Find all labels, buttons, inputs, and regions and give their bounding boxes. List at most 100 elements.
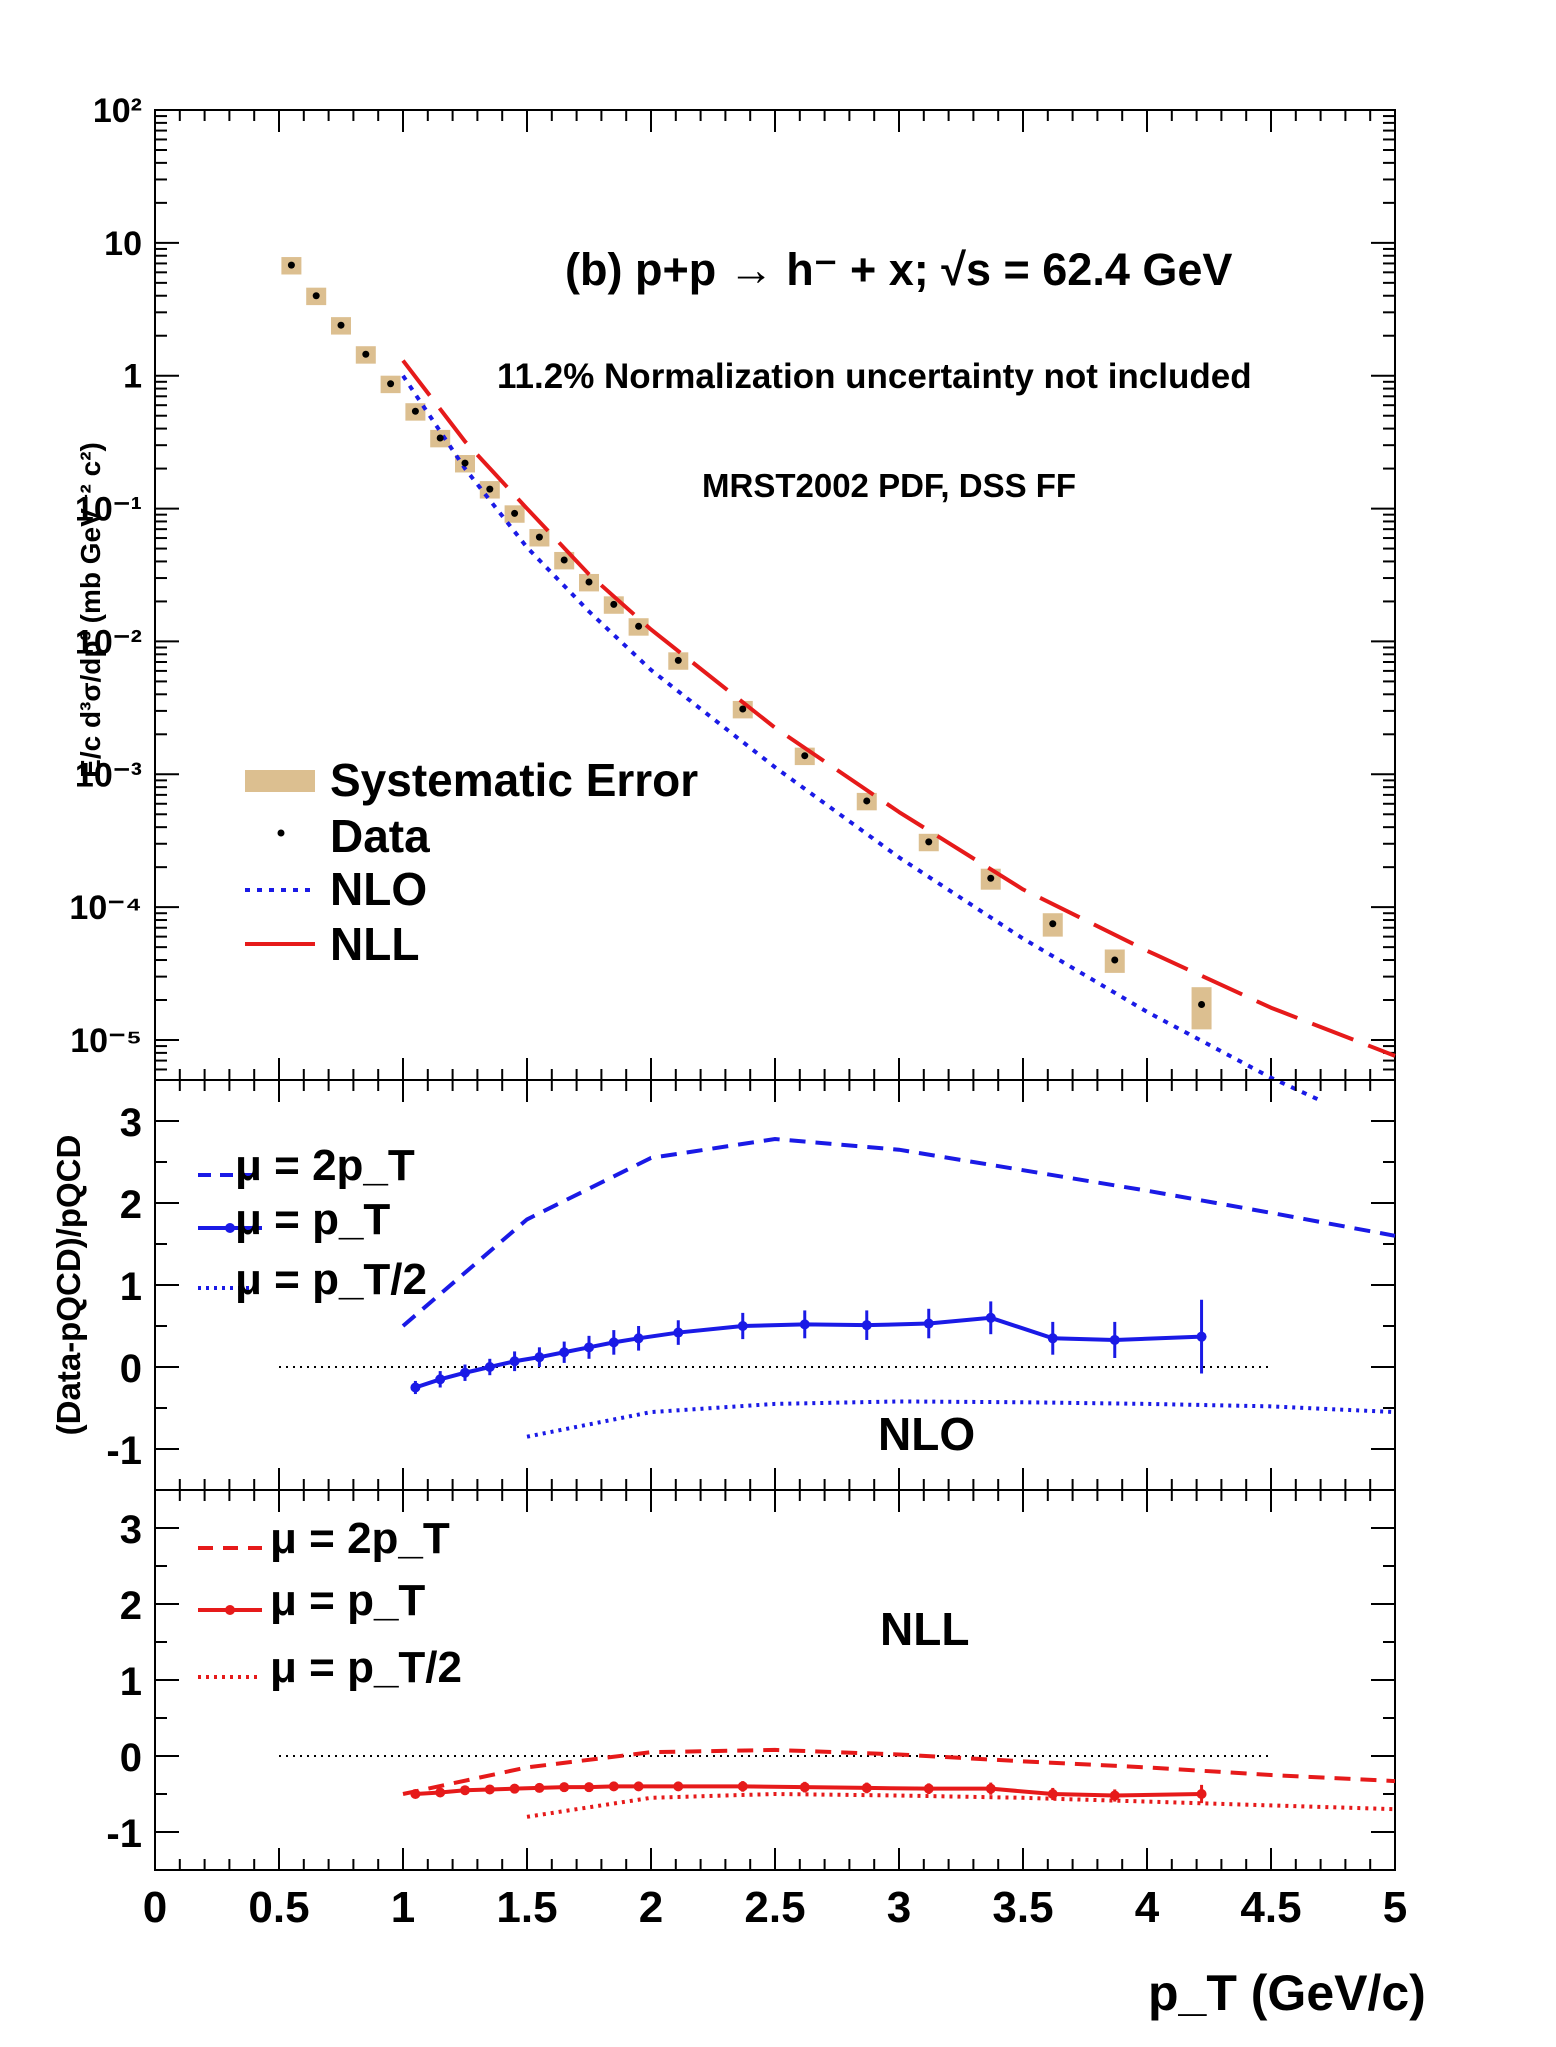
y-tick-label: 10⁻⁵ [70, 1022, 142, 1060]
annotation-pdf: MRST2002 PDF, DSS FF [702, 467, 1076, 504]
ratio-point [509, 1783, 520, 1794]
ratio-point [673, 1327, 684, 1338]
x-tick-label: 2.5 [744, 1883, 805, 1932]
annotation-normalization: 11.2% Normalization uncertainty not incl… [497, 357, 1252, 396]
data-point [411, 407, 419, 415]
top-axis-ticks [154, 109, 1396, 1080]
top-panel: 10⁻⁵ 10⁻⁴ 10⁻³ 10⁻² 10⁻¹ 1 10 10² (b) p+p → h⁻ … [69, 92, 1396, 1103]
ratio-point [1047, 1333, 1058, 1344]
x-tick-labels: 0 0.5 1 1.5 2 2.5 3 3.5 4 4.5 5 [143, 1883, 1407, 1932]
ratio-point [559, 1347, 570, 1358]
legend-nll-label: NLL [330, 918, 419, 970]
bot-legend-pt-label: μ = p_T [270, 1576, 425, 1625]
y-tick-label: 0 [120, 1347, 142, 1391]
middle-series [401, 1137, 1396, 1439]
ratio-point [534, 1352, 545, 1363]
bottom-y-tick-labels: -1 0 1 2 3 [106, 1508, 142, 1856]
ratio-point [435, 1787, 446, 1798]
middle-legend: μ = 2p_T μ = p_T μ = p_T/2 [198, 1141, 427, 1304]
data-point [863, 797, 871, 805]
mid-legend-pt-marker [225, 1223, 235, 1233]
ratio-point [633, 1781, 644, 1792]
legend-nlo-label: NLO [330, 863, 427, 915]
mid-legend-pt2-label: μ = p_T/2 [235, 1255, 427, 1304]
legend-data-label: Data [330, 810, 430, 862]
data-point [560, 556, 568, 564]
y-tick-label: 10⁻⁴ [69, 889, 142, 927]
top-y-axis-label: E/c d³σ/dp³ (mb GeV⁻² c²) [75, 442, 106, 778]
mid-legend-2pt-label: μ = 2p_T [235, 1141, 415, 1190]
x-tick-label: 2 [639, 1883, 663, 1932]
bottom-legend: μ = 2p_T μ = p_T μ = p_T/2 [198, 1514, 462, 1692]
bot-legend-2pt-label: μ = 2p_T [270, 1514, 450, 1563]
data-point [1049, 920, 1057, 928]
ratio-point [923, 1318, 934, 1329]
y-tick-label: 2 [120, 1183, 142, 1227]
x-tick-label: 4.5 [1240, 1883, 1301, 1932]
y-tick-label: 1 [120, 1265, 142, 1309]
middle-panel: -1 0 1 2 3 NLO (Data-pQCD)/pQCD μ = 2p_T μ =… [50, 1079, 1396, 1491]
ratio-point [1047, 1789, 1058, 1799]
data-point [739, 705, 747, 713]
y-tick-label: 3 [120, 1101, 142, 1145]
ratio-point [737, 1781, 748, 1792]
data-point [337, 321, 345, 329]
ratio-point [584, 1342, 594, 1353]
y-tick-label: 2 [120, 1584, 142, 1628]
x-tick-label: 0 [143, 1883, 167, 1932]
sys-error-box [1191, 987, 1212, 1030]
data-point [486, 485, 494, 493]
data-point [287, 261, 295, 269]
ratio-point [460, 1367, 470, 1378]
y-tick-label: 10⁻³ [75, 756, 142, 794]
bottom-panel-label: NLL [880, 1603, 969, 1655]
y-tick-label: 10⁻¹ [75, 491, 142, 529]
middle-y-axis-label-text: (Data-pQCD)/pQCD [50, 1135, 87, 1436]
y-tick-label: 10⁻² [75, 623, 142, 661]
top-y-axis-label-text: E/c d³σ/dp³ (mb GeV⁻² c²) [75, 442, 106, 778]
x-tick-label: 4 [1135, 1883, 1160, 1932]
legend-data-swatch [277, 829, 285, 837]
ratio-point [484, 1362, 495, 1372]
ratio-point [410, 1382, 421, 1393]
y-tick-label: -1 [106, 1429, 142, 1473]
ratio-point [633, 1333, 644, 1344]
y-tick-label: -1 [106, 1812, 142, 1856]
mid-legend-pt-label: μ = p_T [235, 1195, 390, 1244]
x-tick-label: 3 [887, 1883, 911, 1932]
data-point [387, 380, 395, 388]
y-tick-label: 10 [104, 225, 142, 263]
ratio-point [673, 1781, 684, 1792]
chart-title: (b) p+p → h⁻ + x; √s = 62.4 GeV [565, 244, 1232, 295]
ratio-point [861, 1782, 872, 1793]
ratio-series-line [526, 1791, 1396, 1819]
nll-curve [401, 359, 1396, 1058]
ratio-point [460, 1785, 470, 1796]
ratio-point [1109, 1790, 1120, 1801]
middle-y-tick-labels: -1 0 1 2 3 [106, 1101, 142, 1473]
legend-sys-label: Systematic Error [330, 754, 698, 806]
ratio-point [985, 1312, 996, 1323]
y-tick-label: 1 [120, 1660, 142, 1704]
data-points [287, 261, 1206, 1009]
y-tick-label: 0 [120, 1736, 142, 1780]
middle-panel-label: NLO [878, 1408, 975, 1460]
x-tick-label: 1.5 [496, 1883, 557, 1932]
x-tick-label: 1 [391, 1883, 415, 1932]
bot-legend-pt2-label: μ = p_T/2 [270, 1643, 462, 1692]
data-point [585, 578, 593, 586]
y-tick-label: 10² [93, 92, 142, 130]
data-point [511, 509, 519, 517]
ratio-point [1109, 1334, 1120, 1345]
data-point [312, 292, 320, 300]
ratio-point [1196, 1789, 1207, 1799]
ratio-point [534, 1782, 545, 1793]
middle-y-axis-label: (Data-pQCD)/pQCD [50, 1135, 87, 1436]
data-point [610, 600, 618, 608]
ratio-point [861, 1320, 872, 1331]
ratio-point [509, 1356, 520, 1367]
bottom-series [402, 1747, 1396, 1819]
x-tick-label: 3.5 [992, 1883, 1053, 1932]
data-point [801, 752, 809, 760]
